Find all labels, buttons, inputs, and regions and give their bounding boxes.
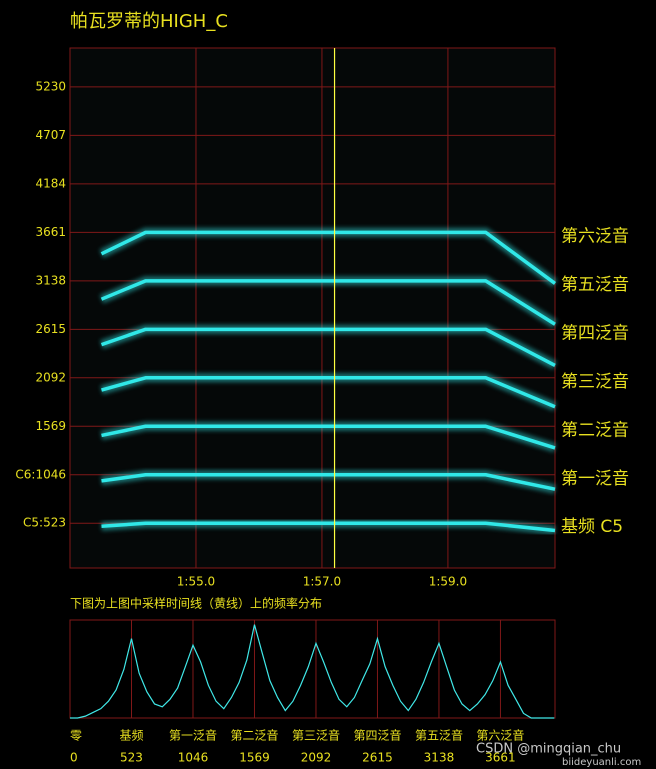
x-tick-name: 零 [70, 729, 82, 743]
y-tick-label: 3138 [35, 273, 66, 287]
y-tick-label: 5230 [35, 79, 66, 93]
y-tick-label: 4184 [35, 176, 66, 190]
chart-title: 下图为上图中采样时间线（黄线）上的频率分布 [70, 596, 322, 611]
x-tick-label: 0 [70, 751, 78, 765]
x-tick-name: 第三泛音 [292, 728, 340, 743]
y-tick-label: 3661 [35, 225, 66, 239]
series-label: 基频 C5 [561, 517, 623, 537]
y-tick-label: 4707 [35, 128, 66, 142]
y-tick-label: 2092 [35, 370, 66, 384]
spectrogram-area [70, 48, 555, 568]
series-label: 第三泛音 [561, 372, 629, 392]
x-tick-name: 第二泛音 [230, 728, 278, 743]
series-label: 第四泛音 [561, 323, 629, 343]
x-tick-name: 第四泛音 [353, 728, 401, 743]
x-tick-label: 1:57.0 [303, 575, 341, 589]
x-tick-label: 3661 [485, 751, 516, 765]
x-tick-label: 1:59.0 [429, 575, 467, 589]
y-tick-label: C5:523 [23, 516, 66, 530]
spectrum-area [70, 620, 555, 718]
x-tick-label: 2615 [362, 751, 393, 765]
watermark: biideyuanli.com [562, 757, 641, 768]
series-label: 第二泛音 [561, 420, 629, 440]
plot-frame [69, 47, 556, 569]
x-tick-name: 第六泛音 [476, 728, 524, 743]
harmonic-line [101, 473, 556, 491]
plot-frame [69, 619, 556, 719]
spectrum-line [70, 624, 555, 719]
x-tick-label: 2092 [301, 751, 332, 765]
y-tick-label: 1569 [35, 419, 66, 433]
x-tick-name: 第一泛音 [169, 728, 217, 743]
series-label: 第五泛音 [561, 275, 629, 295]
y-tick-label: C6:1046 [15, 467, 66, 481]
x-tick-label: 1569 [239, 751, 270, 765]
x-tick-label: 1:55.0 [177, 575, 215, 589]
series-label: 第一泛音 [561, 469, 629, 489]
x-tick-name: 基频 [119, 729, 143, 743]
harmonic-line [100, 279, 556, 326]
x-tick-label: 1046 [178, 751, 209, 765]
x-tick-label: 3138 [424, 751, 455, 765]
watermark: CSDN @mingqian_chu [476, 742, 621, 757]
harmonic-line [101, 424, 556, 450]
x-tick-name: 第五泛音 [415, 728, 463, 743]
y-tick-label: 2615 [35, 322, 66, 336]
chart-title: 帕瓦罗蒂的HIGH_C [70, 11, 228, 32]
x-tick-label: 523 [120, 751, 143, 765]
series-label: 第六泛音 [561, 226, 629, 246]
harmonic-line [101, 376, 556, 409]
harmonic-line [100, 230, 557, 285]
harmonic-line [101, 521, 556, 533]
harmonic-line [100, 327, 556, 368]
